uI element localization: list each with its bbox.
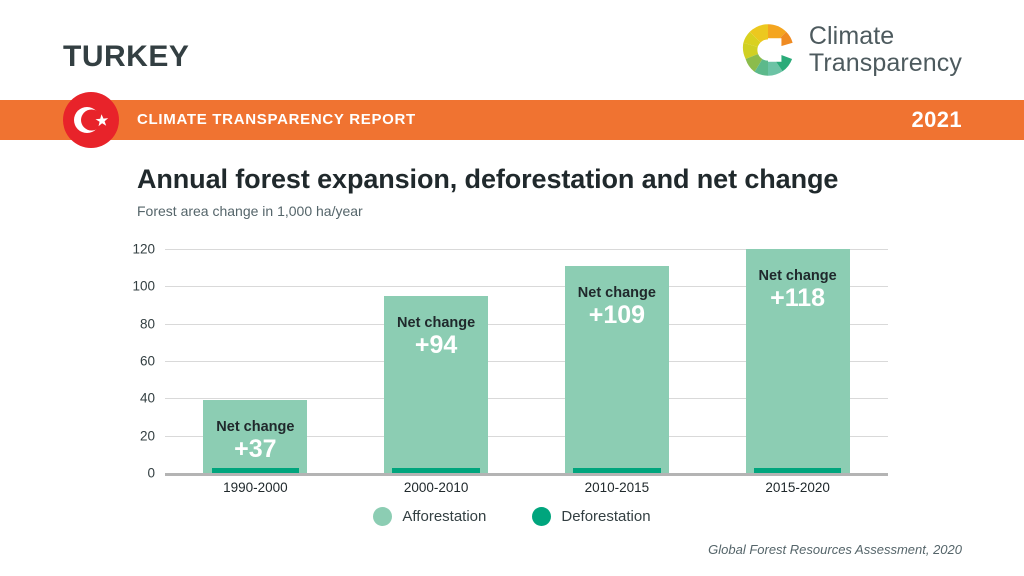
bar-afforestation[interactable]	[564, 265, 669, 473]
gridline	[165, 323, 888, 325]
legend-swatch-icon	[532, 507, 552, 526]
gridline	[165, 286, 888, 288]
y-axis-tick-label: 100	[132, 278, 155, 294]
y-axis-tick-label: 80	[139, 316, 155, 332]
legend-item[interactable]: Afforestation	[373, 507, 486, 526]
chart-plot-area: Net change +37 1990-2000 Net change +94 2000-…	[165, 249, 888, 495]
bar-afforestation[interactable]	[745, 249, 850, 473]
banner-label: CLIMATE TRANSPARENCY REPORT	[137, 111, 416, 128]
chart-title: Annual forest expansion, deforestation a…	[137, 164, 839, 194]
gridline	[165, 361, 888, 362]
legend-label: Deforestation	[561, 508, 651, 525]
chart-legend: Afforestation Deforestation	[0, 507, 1024, 526]
legend-label: Afforestation	[402, 508, 487, 525]
bar-deforestation[interactable]	[211, 468, 300, 473]
brand-name-line2: Transparency	[808, 49, 962, 77]
y-axis-tick-label: 40	[139, 390, 155, 406]
bar-deforestation[interactable]	[753, 468, 842, 473]
gridline	[165, 249, 888, 250]
brand-logo: Climate Transparency	[740, 22, 962, 78]
y-axis: 0 20 40 60 80 100 120	[107, 242, 155, 481]
source-note: Global Forest Resources Assessment, 2020	[708, 542, 962, 557]
gridline	[165, 398, 888, 400]
bar-group[interactable]: Net change +94 2000-2010	[384, 249, 489, 495]
chart-subtitle: Forest area change in 1,000 ha/year	[137, 203, 363, 219]
page-title: TURKEY	[63, 40, 190, 73]
bar-deforestation[interactable]	[573, 468, 661, 473]
bar-group[interactable]: Net change +37 1990-2000	[203, 249, 308, 495]
x-axis-tick-label: 2015-2020	[765, 480, 830, 495]
y-axis-tick-label: 0	[147, 465, 155, 481]
brand-name-line1: Climate	[808, 22, 895, 50]
bar-afforestation[interactable]	[203, 400, 308, 473]
turkey-flag-icon	[63, 92, 119, 148]
climate-transparency-logo-icon	[740, 22, 796, 78]
bar-deforestation[interactable]	[392, 468, 480, 473]
report-banner: CLIMATE TRANSPARENCY REPORT 2021	[0, 92, 1024, 148]
brand-name: Climate Transparency	[809, 23, 962, 77]
x-axis-tick-label: 2010-2015	[584, 480, 650, 495]
y-axis-tick-label: 20	[139, 428, 155, 444]
legend-item[interactable]: Deforestation	[532, 507, 651, 526]
banner-year: 2021	[911, 107, 962, 132]
x-axis-tick-label: 1990-2000	[223, 480, 288, 495]
bar-afforestation[interactable]	[384, 295, 489, 473]
bar-group[interactable]: Net change +109 2010-2015	[564, 249, 669, 495]
y-axis-tick-label: 120	[132, 241, 155, 257]
bar-group[interactable]: Net change +118 2015-2020	[745, 249, 850, 495]
legend-swatch-icon	[373, 507, 393, 526]
y-axis-tick-label: 60	[139, 353, 155, 369]
x-axis-tick-label: 2000-2010	[403, 480, 469, 495]
gridline	[165, 435, 888, 437]
x-axis-baseline	[165, 473, 888, 476]
